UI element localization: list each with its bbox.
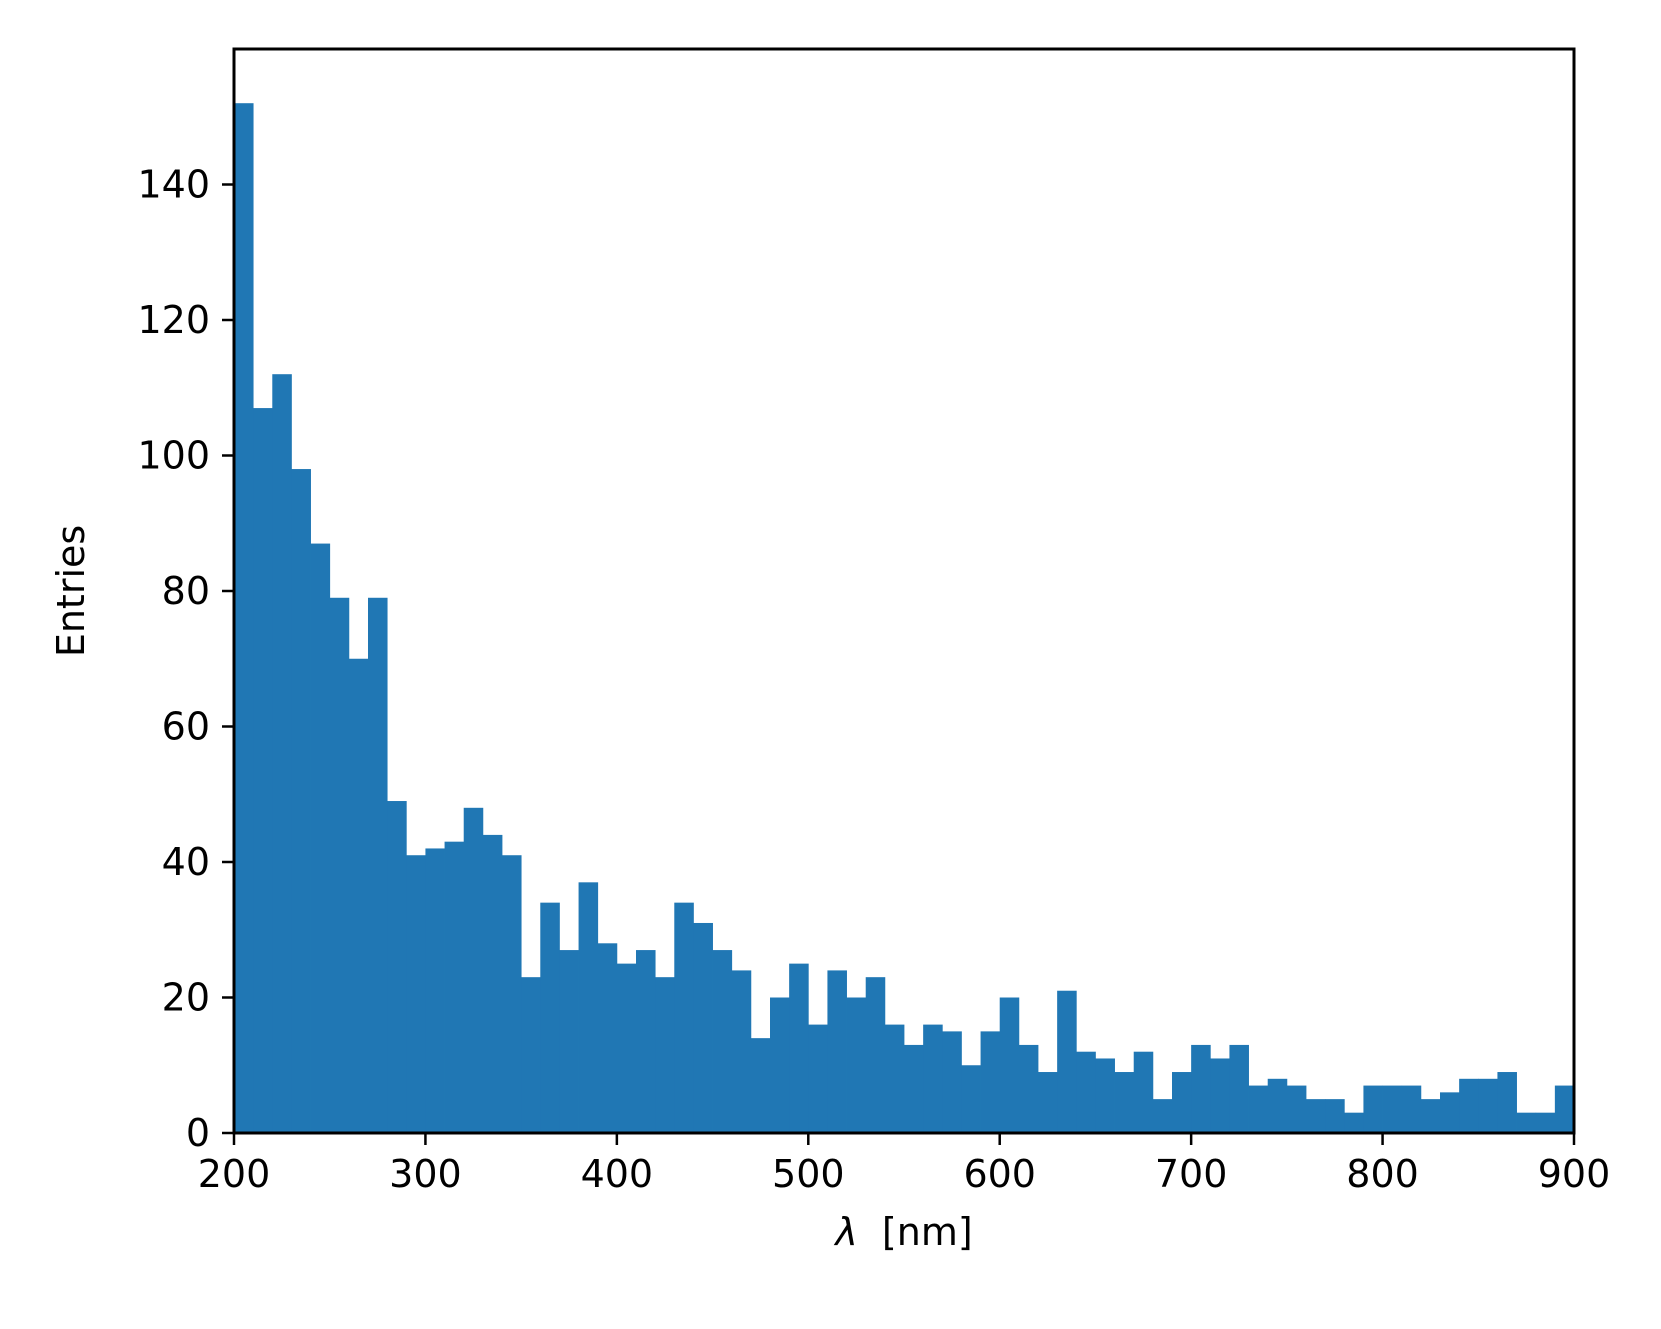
histogram-bar — [655, 977, 675, 1133]
histogram-bar — [1306, 1099, 1326, 1133]
histogram-bar — [1535, 1112, 1556, 1133]
y-tick-label: 100 — [137, 434, 210, 478]
histogram-bar — [942, 1031, 962, 1133]
histogram-bar — [578, 882, 599, 1133]
histogram-bar — [770, 997, 790, 1133]
histogram-bar — [444, 841, 465, 1133]
histogram-bar — [310, 543, 331, 1133]
x-tick-label: 500 — [772, 1152, 845, 1196]
histogram-bars — [234, 103, 1575, 1134]
histogram-bar — [559, 950, 579, 1133]
histogram-bar — [1133, 1051, 1154, 1133]
histogram-bar — [731, 970, 752, 1133]
histogram-bar — [1057, 990, 1077, 1133]
histogram-bar — [1459, 1078, 1479, 1133]
histogram-bar — [1210, 1058, 1230, 1133]
y-tick-label: 40 — [162, 840, 210, 884]
histogram-bar — [540, 902, 560, 1133]
x-tick-label: 300 — [389, 1152, 462, 1196]
histogram-bar — [846, 997, 867, 1133]
x-tick-label: 800 — [1346, 1152, 1419, 1196]
plot-frame — [232, 47, 1576, 1135]
y-axis-label: Entries — [49, 525, 93, 657]
histogram-bar — [789, 963, 809, 1133]
histogram-bar — [827, 970, 847, 1133]
x-tick-label: 200 — [198, 1152, 271, 1196]
histogram-bar — [636, 950, 656, 1133]
histogram-bar — [923, 1024, 943, 1133]
histogram-bar — [1516, 1112, 1537, 1133]
histogram-bar — [1554, 1085, 1575, 1133]
y-tick-label: 60 — [162, 705, 210, 749]
histogram-bar — [253, 408, 273, 1133]
x-axis-label-symbol: λ — [833, 1210, 858, 1254]
y-tick-label: 0 — [186, 1111, 210, 1155]
histogram-bar — [1325, 1099, 1345, 1133]
x-tick-label: 400 — [581, 1152, 654, 1196]
x-tick-label: 700 — [1155, 1152, 1228, 1196]
x-tick-label: 900 — [1538, 1152, 1611, 1196]
histogram-bar — [387, 801, 407, 1133]
histogram-bar — [1420, 1099, 1441, 1133]
histogram-bar — [521, 977, 541, 1133]
histogram-bar — [1038, 1072, 1058, 1133]
histogram-bar — [425, 848, 445, 1133]
histogram-bar — [272, 374, 292, 1133]
histogram-bar — [1363, 1085, 1383, 1133]
histogram-bar — [1440, 1092, 1460, 1133]
histogram-bar — [291, 469, 311, 1133]
x-axis-label: λ [nm] — [833, 1210, 972, 1254]
histogram-bar — [1267, 1078, 1288, 1133]
x-tick-label: 600 — [963, 1152, 1036, 1196]
histogram-bar — [597, 943, 618, 1133]
histogram-bar — [999, 997, 1020, 1133]
histogram-bar — [884, 1024, 905, 1133]
histogram-bar — [1229, 1044, 1249, 1133]
y-tick-label: 140 — [137, 163, 210, 207]
y-tick-label: 80 — [162, 569, 210, 613]
histogram-bar — [1248, 1085, 1269, 1133]
histogram-bar — [1497, 1072, 1517, 1133]
histogram-bar — [808, 1024, 828, 1133]
histogram-bar — [1114, 1072, 1135, 1133]
histogram-bar — [1191, 1044, 1211, 1133]
histogram-bar — [980, 1031, 1001, 1133]
histogram-bar — [482, 834, 503, 1133]
histogram-bar — [1152, 1099, 1173, 1133]
y-tick-label: 120 — [137, 298, 210, 342]
histogram-bar — [712, 950, 733, 1133]
histogram-bar — [1095, 1058, 1115, 1133]
histogram-bar — [1286, 1085, 1307, 1133]
histogram-bar — [674, 902, 694, 1133]
histogram-bar — [693, 922, 713, 1133]
histogram-bar — [368, 597, 388, 1133]
histogram-bar — [502, 855, 522, 1133]
histogram-bar — [234, 103, 254, 1134]
histogram-bar — [750, 1038, 771, 1133]
histogram-bar — [329, 597, 350, 1133]
histogram-bar — [1382, 1085, 1403, 1133]
histogram-bar — [348, 658, 369, 1133]
histogram-bar — [616, 963, 637, 1133]
x-axis-ticks: 200 300 400 500 600 700 800 900 — [198, 1133, 1611, 1196]
histogram-bar — [1172, 1072, 1192, 1133]
histogram-bar — [406, 855, 426, 1133]
histogram-bar — [1076, 1051, 1096, 1133]
histogram-bar — [904, 1044, 924, 1133]
histogram-bar — [1344, 1112, 1364, 1133]
histogram-bar — [1478, 1078, 1498, 1133]
histogram-bar — [463, 807, 484, 1133]
histogram-bar — [1018, 1044, 1039, 1133]
y-axis-ticks: 0 20 40 60 80 100 120 140 — [137, 163, 234, 1155]
histogram-bar — [961, 1065, 981, 1133]
x-axis-label-unit: [nm] — [882, 1210, 973, 1254]
histogram-bar — [1401, 1085, 1422, 1133]
histogram-bar — [865, 977, 886, 1133]
y-tick-label: 20 — [162, 976, 210, 1020]
